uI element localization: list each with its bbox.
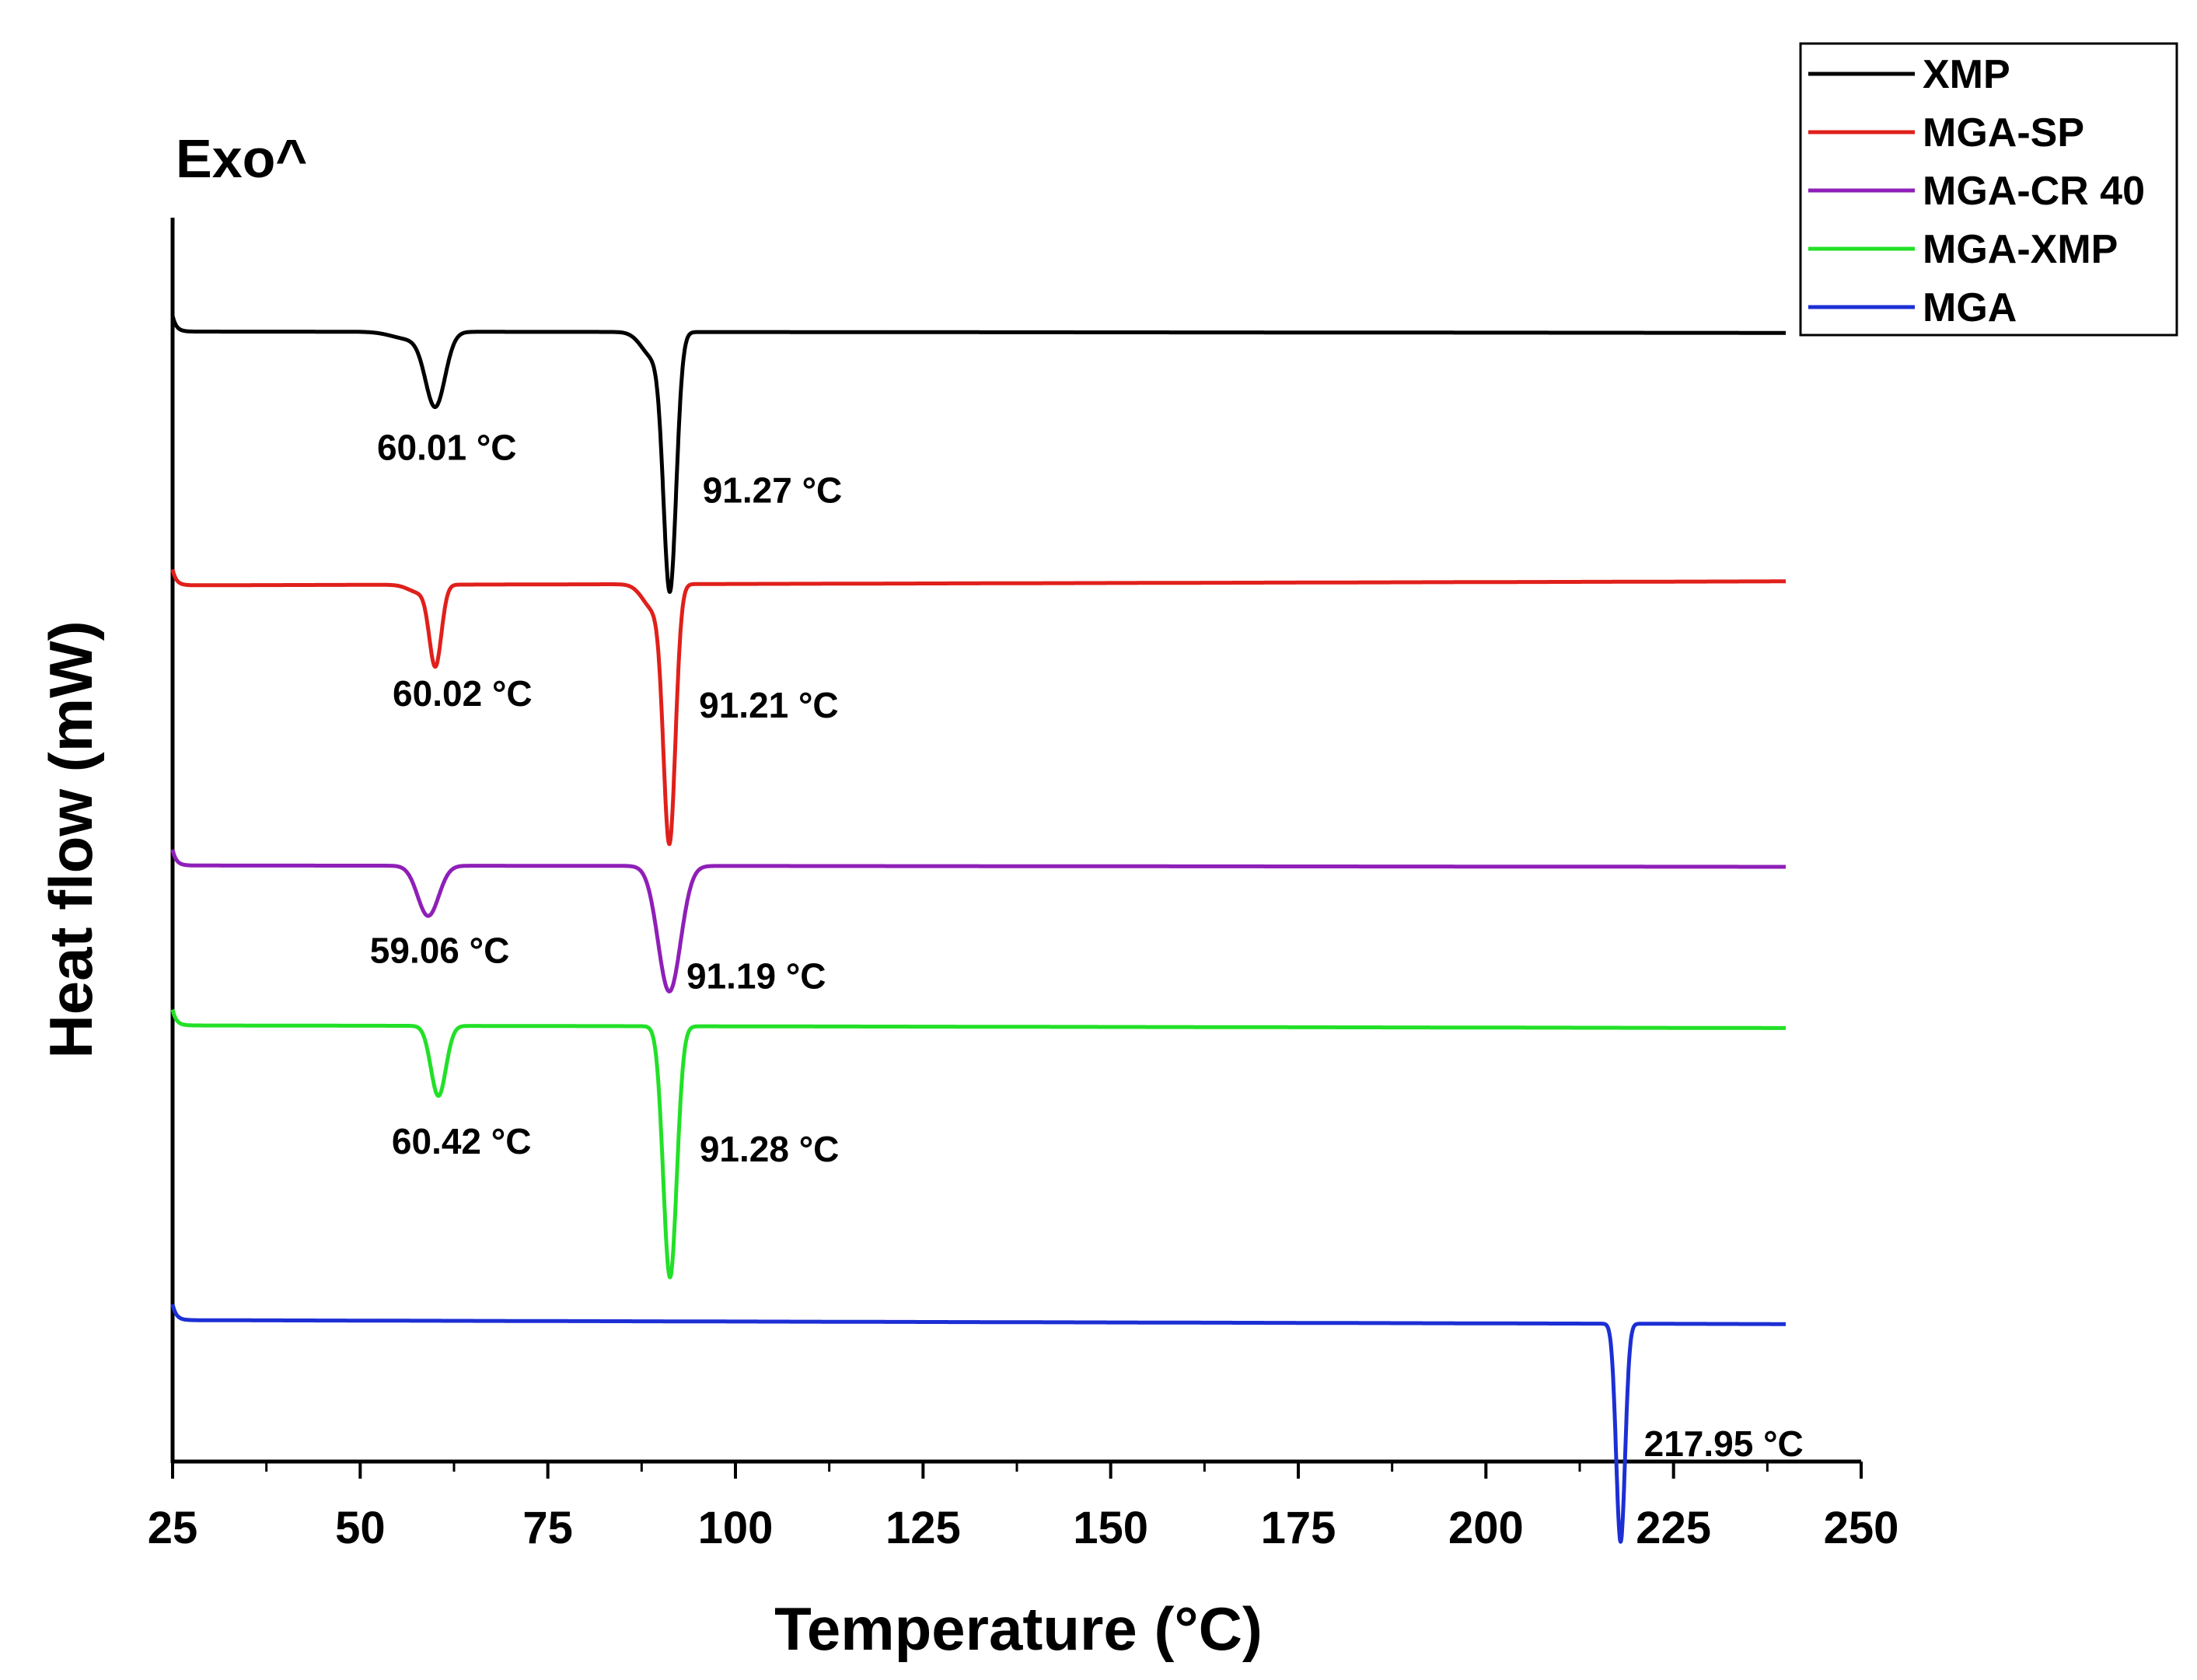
y-axis-title: Heat flow (mW) xyxy=(37,620,105,1058)
peak-label: 91.21 °C xyxy=(699,685,839,725)
x-tick-label: 175 xyxy=(1261,1503,1336,1553)
legend-label: MGA-CR 40 xyxy=(1923,169,2145,214)
series-line-mga-xmp xyxy=(170,1008,1787,1280)
peak-label: 59.06 °C xyxy=(370,930,510,970)
legend-label: XMP xyxy=(1923,52,2010,97)
series-line-xmp xyxy=(170,315,1787,594)
peak-label: 91.28 °C xyxy=(700,1129,840,1169)
x-tick-label: 200 xyxy=(1448,1503,1524,1553)
peak-label: 217.95 °C xyxy=(1644,1423,1804,1464)
x-tick-label: 125 xyxy=(885,1503,961,1553)
series-line-mga-cr-40 xyxy=(170,849,1787,994)
peak-label: 60.42 °C xyxy=(392,1121,532,1161)
series-line-mga-sp xyxy=(170,568,1787,847)
exo-direction-label: Exo^ xyxy=(176,128,307,189)
x-tick-label: 250 xyxy=(1824,1503,1899,1553)
series-lines xyxy=(170,315,1787,1544)
x-tick-label: 75 xyxy=(522,1503,573,1553)
legend-label: MGA-SP xyxy=(1923,110,2084,155)
x-tick-label: 25 xyxy=(148,1503,198,1553)
peak-label: 60.02 °C xyxy=(393,673,533,714)
legend-label: MGA xyxy=(1923,285,2017,330)
legend-label: MGA-XMP xyxy=(1923,227,2118,272)
x-tick-label: 100 xyxy=(698,1503,774,1553)
x-tick-label: 225 xyxy=(1636,1503,1711,1553)
axes xyxy=(170,218,1861,1464)
peak-label: 60.01 °C xyxy=(377,428,517,468)
legend: XMP MGA-SP MGA-CR 40 MGA-XMP MGA xyxy=(1799,42,2178,337)
peak-label: 91.19 °C xyxy=(686,955,826,996)
peak-labels: 60.01 °C 91.27 °C 60.02 °C 91.21 °C 59.06 °C… xyxy=(370,428,1804,1465)
x-axis-title: Temperature (°C) xyxy=(774,1594,1263,1663)
x-ticks: 25 50 75 100 125 150 175 200 225 250 xyxy=(148,1462,1899,1553)
series-line-mga xyxy=(170,1304,1787,1544)
peak-label: 91.27 °C xyxy=(703,470,843,511)
x-tick-label: 50 xyxy=(335,1503,386,1553)
x-tick-label: 150 xyxy=(1073,1503,1148,1553)
